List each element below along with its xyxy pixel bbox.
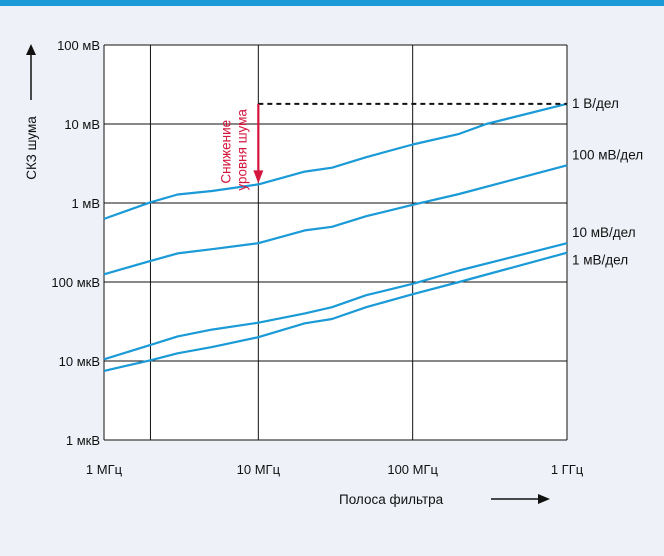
arrow-head (253, 170, 264, 184)
noise-reduction-label-line-1: Снижение (218, 120, 233, 184)
y-tick-label-3: 1 мВ (72, 196, 100, 211)
y-tick-label-5: 100 мВ (57, 38, 100, 53)
series-label-0: 1 В/дел (572, 96, 619, 111)
y-axis-title: СКЗ шума (24, 44, 39, 180)
series-label-1: 100 мВ/дел (572, 147, 643, 162)
series-line-3 (103, 251, 568, 372)
x-tick-label-1: 10 МГц (237, 462, 281, 477)
y-tick-label-4: 10 мВ (64, 117, 100, 132)
top-accent-bar (0, 0, 664, 6)
y-tick-label-2: 100 мкВ (51, 275, 100, 290)
series-line-0 (103, 102, 568, 220)
y-tick-label-0: 1 мкВ (66, 433, 100, 448)
x-axis-title: Полоса фильтра (339, 492, 550, 507)
series-label-3: 1 мВ/дел (572, 253, 628, 268)
series-line-1 (103, 164, 568, 276)
noise-reduction-label: Снижение уровня шума (218, 109, 249, 191)
series-label-2: 10 мВ/дел (572, 225, 636, 240)
y-tick-label-1: 10 мкВ (59, 354, 100, 369)
x-tick-label-3: 1 ГГц (551, 462, 584, 477)
series-line-2 (103, 242, 568, 361)
y-axis-label: СКЗ шума (24, 116, 39, 180)
x-axis-label: Полоса фильтра (339, 492, 444, 507)
noise-reduction-label-line-2: уровня шума (234, 109, 249, 191)
x-axis-arrow-head (538, 494, 550, 504)
x-tick-label-0: 1 МГц (86, 462, 123, 477)
plot-area (104, 45, 567, 440)
tick-labels: 1 МГц 10 МГц 100 МГц 1 ГГц 1 мкВ 10 мкВ 100 мк… (51, 38, 583, 477)
series-labels: 1 В/дел 100 мВ/дел 10 мВ/дел 1 мВ/дел (572, 96, 643, 268)
y-axis-arrow-head (26, 44, 36, 55)
x-tick-label-2: 100 МГц (387, 462, 438, 477)
annotation-group: Снижение уровня шума (218, 102, 567, 191)
series-group (103, 102, 568, 372)
